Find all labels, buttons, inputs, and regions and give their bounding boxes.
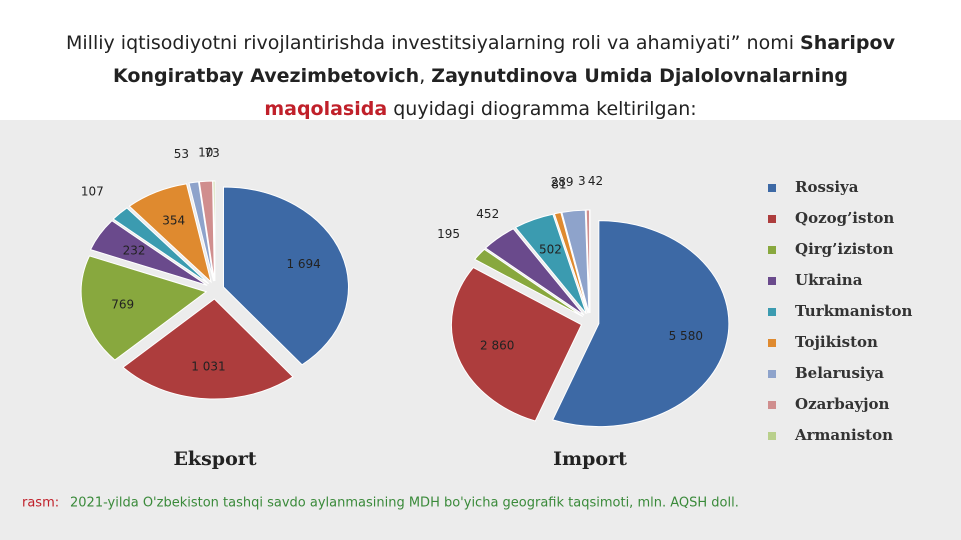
value-label: 2 860 xyxy=(480,339,514,353)
legend-label: Ukraina xyxy=(795,271,863,289)
pie-slice xyxy=(198,180,215,282)
value-label: 5 580 xyxy=(669,329,703,343)
value-label: 1 694 xyxy=(286,257,320,271)
caption-text: 2021-yilda O'zbekiston tashqi savdo ayla… xyxy=(70,496,739,511)
legend-swatch xyxy=(768,308,776,316)
value-label: 354 xyxy=(162,213,185,227)
legend-swatch xyxy=(768,432,776,440)
legend-label: Turkmaniston xyxy=(795,302,913,320)
value-label: 42 xyxy=(588,174,603,188)
heading-run: Sharipov Kongiratbay Avezimbetovich xyxy=(113,32,895,87)
value-label: 10 xyxy=(198,146,213,160)
legend-label: Ozarbayjon xyxy=(795,395,890,413)
pie-slice xyxy=(551,220,730,428)
value-label: 452 xyxy=(476,207,499,221)
pie-slice xyxy=(222,186,349,366)
legend-swatch xyxy=(768,401,776,409)
series-name: Import xyxy=(553,448,627,470)
series-name: Eksport xyxy=(173,448,256,470)
pie-slice xyxy=(473,248,584,317)
pie-slice xyxy=(128,183,212,284)
heading-run: Milliy iqtisodiyotni rivojlantirishda in… xyxy=(66,32,801,54)
legend-swatch xyxy=(768,246,776,254)
value-label: 107 xyxy=(81,184,104,198)
pie-slice xyxy=(514,213,587,315)
pie-slice xyxy=(112,207,209,285)
value-label: 195 xyxy=(437,227,460,241)
legend-label: Armaniston xyxy=(794,426,893,444)
pie-slice xyxy=(553,211,589,314)
legend-label: Rossiya xyxy=(795,178,859,196)
legend-swatch xyxy=(768,277,776,285)
legend-swatch xyxy=(768,215,776,223)
pie-slice xyxy=(561,209,590,314)
pie-slice xyxy=(122,298,294,400)
caption-label: rasm: xyxy=(22,496,59,511)
pie-slice xyxy=(89,220,208,286)
pie-slice xyxy=(212,180,216,282)
legend-swatch xyxy=(768,184,776,192)
value-label: 3 xyxy=(578,174,586,188)
value-label: 1 031 xyxy=(191,359,225,373)
pie-slice xyxy=(484,228,585,316)
value-label: 232 xyxy=(123,243,146,257)
legend-label: Qirg’iziston xyxy=(795,240,894,258)
value-label: 53 xyxy=(174,147,189,161)
value-label: 289 xyxy=(551,175,574,189)
legend-swatch xyxy=(768,339,776,347)
pie-slice xyxy=(80,255,208,361)
legend-label: Belarusiya xyxy=(795,364,884,382)
value-label: 502 xyxy=(539,242,562,256)
heading-run: quyidagi diogramma keltirilgan: xyxy=(387,98,697,120)
legend-swatch xyxy=(768,370,776,378)
legend-label: Tojikiston xyxy=(795,333,878,351)
value-label: 769 xyxy=(111,297,134,311)
value-label: 81 xyxy=(551,178,566,192)
pie-slice xyxy=(450,266,583,422)
heading-run: , xyxy=(419,65,432,87)
legend-label: Qozog’iston xyxy=(795,209,894,227)
heading-run: Zaynutdinova Umida Djalolovnalarning xyxy=(431,65,848,87)
pie-slice xyxy=(188,181,215,282)
heading: Milliy iqtisodiyotni rivojlantirishda in… xyxy=(60,27,901,126)
heading-run: maqolasida xyxy=(264,98,388,120)
value-label: 73 xyxy=(204,146,219,160)
